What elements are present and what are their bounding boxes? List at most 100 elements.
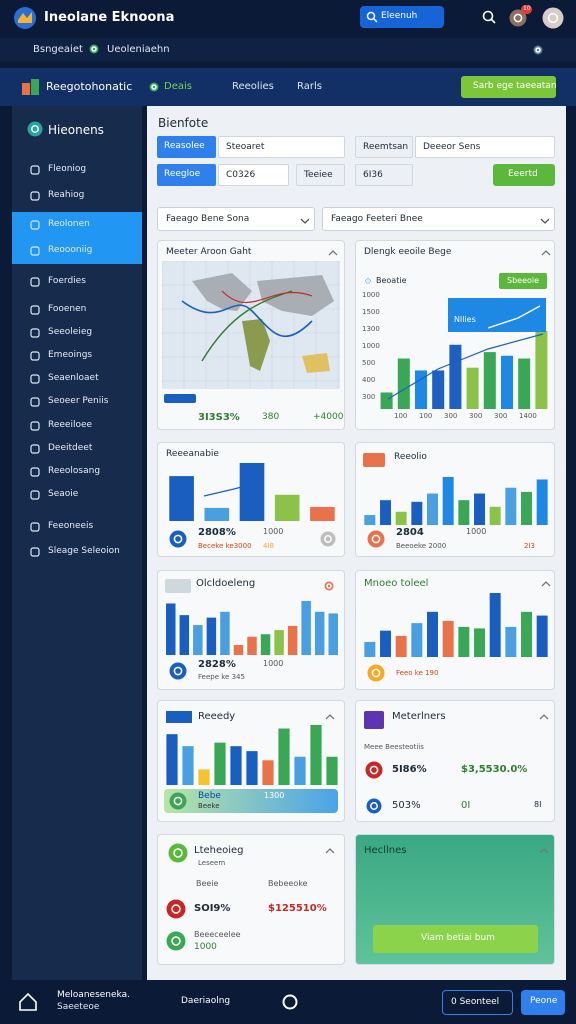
bar [500, 355, 514, 409]
map-land [302, 353, 330, 373]
card-title: Lteheoieg [194, 845, 244, 856]
bar [169, 476, 194, 521]
card-stat: 503% [392, 800, 421, 811]
sidebar-icon [30, 246, 40, 256]
form-label: Reasolee [157, 136, 216, 158]
sidebar-icon [30, 397, 40, 407]
bottom-button[interactable]: 0 Seonteel [442, 990, 513, 1015]
bottom-button[interactable]: Peone [521, 990, 565, 1015]
map-land [242, 319, 270, 371]
search-button [482, 10, 496, 24]
legend-label: Beoatie [376, 276, 407, 285]
card-stat: Bebeeoke [268, 879, 308, 888]
chevron [328, 250, 338, 256]
card-tag [165, 579, 191, 593]
card-title: Meeter Aroon Gaht [166, 247, 252, 257]
bar [414, 370, 428, 409]
bottom-button-label: 0 Seonteel [451, 997, 500, 1007]
bar [262, 760, 274, 785]
breadcrumb-left: Bsngeaiet [33, 44, 83, 55]
sidebar-item[interactable]: Seaoie [48, 489, 79, 499]
icon-circle [509, 9, 527, 27]
header-button[interactable]: Sarb ege taeeatan [461, 76, 557, 98]
card-stat: 3I3S3% [198, 412, 240, 423]
icon-glyph [31, 125, 39, 133]
sidebar-icon [30, 351, 40, 361]
bar [442, 620, 454, 657]
bar [483, 352, 496, 409]
chevron-line [325, 714, 335, 720]
card-button[interactable]: Viam betiai bum [373, 925, 538, 953]
sidebar-item[interactable]: Feeoneeis [48, 521, 94, 531]
card-stat: 8I [534, 800, 542, 809]
sidebar-icon [30, 191, 40, 201]
form-text: Reasolee [164, 141, 205, 151]
badge-label: Sbeeoie [507, 276, 540, 285]
form-label: Teeiee [296, 164, 345, 186]
bar [314, 611, 325, 655]
chevron [541, 581, 551, 587]
sidebar-item[interactable]: Reoooniig [48, 245, 93, 255]
sidebar-item[interactable]: Sleage Seleoion [48, 546, 120, 556]
sidebar-item[interactable]: Seoeer Peniis [48, 396, 109, 406]
form-label: 6I36 [355, 164, 413, 186]
sidebar-item[interactable]: Reeolosang [48, 466, 101, 476]
dropdown[interactable]: Faeago Feeteri Bnee [322, 207, 555, 231]
map [162, 261, 340, 389]
icon-circle [169, 530, 187, 548]
tab-dot [149, 82, 159, 92]
card: Meterlners Meee Beesteotiis 5I86% $3,5530.0… [355, 700, 555, 822]
sidebar-item[interactable]: Foerdies [48, 276, 86, 286]
sidebar-icon [30, 490, 40, 500]
nav-tab[interactable]: Rarls [297, 81, 322, 92]
sidebar-item[interactable]: Reeeiloee [48, 420, 93, 430]
form-input[interactable]: Deeeor Sens [415, 136, 555, 158]
user-avatar [509, 9, 527, 27]
search-handle [373, 18, 378, 23]
sidebar-icon-box [30, 246, 40, 256]
card-title: Meterlners [392, 711, 446, 722]
y-label: 400 [362, 376, 376, 384]
icon-circle [149, 82, 159, 92]
sidebar-item[interactable]: Seeoleieg [48, 327, 93, 337]
map-land [257, 275, 334, 316]
card-stat: $3,5530.0% [461, 764, 528, 775]
bar [230, 746, 242, 785]
sidebar-item[interactable]: Fooenen [48, 304, 87, 314]
bottom-subtitle: Saeeteoe [57, 1002, 100, 1012]
bar [442, 477, 454, 525]
brand-logo-a [22, 83, 30, 95]
sidebar-icon [30, 421, 40, 431]
pill-icon [169, 792, 187, 810]
form-input[interactable]: C0326 [218, 164, 289, 186]
sidebar-item[interactable]: Fleoniog [48, 164, 87, 174]
sidebar-item[interactable]: Reahiog [48, 190, 85, 200]
bar [233, 645, 244, 655]
nav-tab[interactable]: Reeolies [232, 81, 274, 92]
nav-tab[interactable]: Deais [164, 81, 192, 92]
dropdown[interactable]: Faeago Bene Sona [157, 207, 315, 231]
bar [395, 635, 407, 657]
x-label: 100 [419, 412, 433, 420]
sidebar-item[interactable]: Emeoings [48, 350, 93, 360]
icon-glyph [91, 46, 97, 52]
icon-glyph [173, 666, 183, 676]
card-stat: 1000 [263, 659, 284, 668]
chevron [325, 714, 335, 720]
x-label: 300 [469, 412, 483, 420]
stat-icon [166, 931, 186, 951]
sidebar-item[interactable]: Reolonen [48, 219, 90, 229]
sidebar-icon [30, 522, 40, 532]
sidebar-heading: Hieonens [48, 123, 104, 137]
card-dot [324, 581, 334, 591]
form-button[interactable]: Eeertd [493, 164, 555, 186]
sidebar-item[interactable]: Seaenloaet [48, 373, 99, 383]
sidebar-item[interactable]: Deeitdeet [48, 443, 93, 453]
bar [326, 756, 338, 785]
y-label: 300 [362, 393, 376, 401]
search-box[interactable]: Eleenuh [360, 6, 444, 28]
chevron-line [539, 714, 549, 720]
bar [535, 331, 548, 409]
form-input[interactable]: Steoaret [218, 136, 345, 158]
app-title: Ineolane Eknoona [44, 10, 175, 25]
